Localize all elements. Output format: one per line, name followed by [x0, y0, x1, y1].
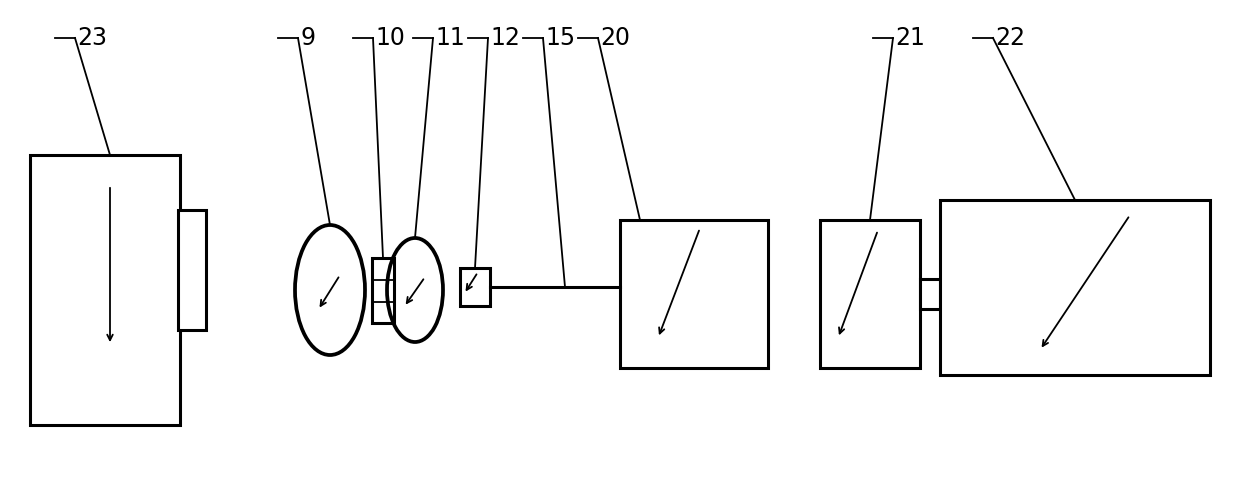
Bar [620, 220, 768, 368]
Bar [179, 210, 206, 330]
Bar [30, 155, 180, 425]
Text: 9: 9 [300, 26, 315, 50]
Text: 10: 10 [374, 26, 405, 50]
Bar [460, 268, 490, 306]
Text: 15: 15 [546, 26, 575, 50]
Bar [372, 258, 394, 323]
Text: 20: 20 [600, 26, 630, 50]
Text: 22: 22 [994, 26, 1025, 50]
Bar [920, 279, 940, 309]
Bar [940, 200, 1210, 375]
Text: 12: 12 [490, 26, 520, 50]
Bar [820, 220, 920, 368]
Text: 21: 21 [895, 26, 925, 50]
Text: 23: 23 [77, 26, 107, 50]
Text: 11: 11 [435, 26, 465, 50]
